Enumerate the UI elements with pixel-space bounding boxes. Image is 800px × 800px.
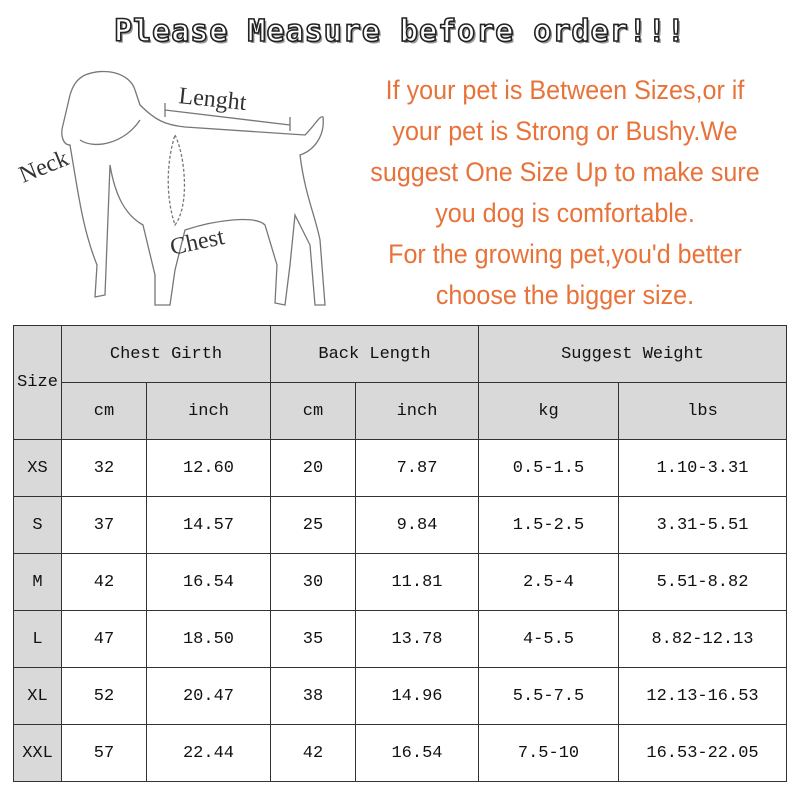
dog-measurement-diagram: Neck Lenght Chest [16, 70, 326, 306]
table-cell: 16.54 [146, 553, 271, 611]
unit-header: inch [146, 382, 271, 440]
table-cell: 1.5-2.5 [478, 496, 619, 554]
chest-label: Chest [168, 224, 227, 261]
length-line [164, 103, 291, 131]
table-cell: 25 [270, 496, 356, 554]
table-cell: 14.96 [355, 667, 479, 725]
unit-header: inch [355, 382, 479, 440]
back-length-header: Back Length [270, 325, 479, 383]
table-cell: 16.54 [355, 724, 479, 782]
size-cell: L [13, 610, 62, 668]
table-row: XL 52 20.47 38 14.96 5.5-7.5 12.13-16.53 [13, 667, 787, 725]
neck-line [79, 119, 141, 146]
unit-header: cm [270, 382, 356, 440]
table-cell: 14.57 [146, 496, 271, 554]
chest-girth-header: Chest Girth [61, 325, 271, 383]
table-cell: 38 [270, 667, 356, 725]
chest-line [167, 134, 186, 227]
unit-header: kg [478, 382, 619, 440]
table-cell: 2.5-4 [478, 553, 619, 611]
table-cell: 5.5-7.5 [478, 667, 619, 725]
table-cell: 3.31-5.51 [618, 496, 787, 554]
neck-label: Neck [16, 145, 73, 188]
table-cell: 7.5-10 [478, 724, 619, 782]
table-cell: 0.5-1.5 [478, 439, 619, 497]
table-cell: 1.10-3.31 [618, 439, 787, 497]
table-row: XS 32 12.60 20 7.87 0.5-1.5 1.10-3.31 [13, 439, 787, 497]
table-cell: 12.13-16.53 [618, 667, 787, 725]
advice-line: For the growing pet,you'd better [388, 239, 742, 269]
page-title: Please Measure before order!!! [113, 13, 686, 50]
table-cell: 35 [270, 610, 356, 668]
table-row: XXL 57 22.44 42 16.54 7.5-10 16.53-22.05 [13, 724, 787, 782]
advice-line: your pet is Strong or Bushy.We [392, 116, 738, 146]
table-cell: 32 [61, 439, 147, 497]
table-cell: 7.87 [355, 439, 479, 497]
table-cell: 22.44 [146, 724, 271, 782]
suggest-weight-header: Suggest Weight [478, 325, 787, 383]
unit-header: lbs [618, 382, 787, 440]
table-cell: 47 [61, 610, 147, 668]
unit-header: cm [61, 382, 147, 440]
size-chart-table: Size Chest Girth Back Length Suggest Wei… [13, 325, 787, 782]
table-cell: 12.60 [146, 439, 271, 497]
size-header: Size [13, 325, 62, 440]
table-cell: 18.50 [146, 610, 271, 668]
size-cell: XXL [13, 724, 62, 782]
advice-line: you dog is comfortable. [435, 198, 695, 228]
table-cell: 5.51-8.82 [618, 553, 787, 611]
table-cell: 8.82-12.13 [618, 610, 787, 668]
table-cell: 30 [270, 553, 356, 611]
table-row: L 47 18.50 35 13.78 4-5.5 8.82-12.13 [13, 610, 787, 668]
table-cell: 20.47 [146, 667, 271, 725]
table-cell: 57 [61, 724, 147, 782]
table-cell: 37 [61, 496, 147, 554]
advice-line: suggest One Size Up to make sure [370, 157, 760, 187]
table-cell: 20 [270, 439, 356, 497]
size-cell: S [13, 496, 62, 554]
dog-outline-icon [61, 70, 326, 306]
table-cell: 13.78 [355, 610, 479, 668]
sizing-advice: If your pet is Between Sizes,or if your … [356, 70, 775, 316]
table-units-row: cm inch cm inch kg lbs [14, 382, 787, 440]
size-cell: XL [13, 667, 62, 725]
size-cell: M [13, 553, 62, 611]
table-cell: 4-5.5 [478, 610, 619, 668]
table-cell: 9.84 [355, 496, 479, 554]
table-cell: 11.81 [355, 553, 479, 611]
table-cell: 42 [270, 724, 356, 782]
size-cell: XS [13, 439, 62, 497]
table-header-row: Size Chest Girth Back Length Suggest Wei… [13, 325, 787, 440]
advice-line: choose the bigger size. [435, 280, 695, 310]
advice-line: If your pet is Between Sizes,or if [385, 75, 745, 105]
table-row: S 37 14.57 25 9.84 1.5-2.5 3.31-5.51 [13, 496, 787, 554]
table-cell: 16.53-22.05 [618, 724, 787, 782]
table-cell: 52 [61, 667, 147, 725]
table-row: M 42 16.54 30 11.81 2.5-4 5.51-8.82 [13, 553, 787, 611]
table-cell: 42 [61, 553, 147, 611]
length-label: Lenght [177, 83, 248, 116]
